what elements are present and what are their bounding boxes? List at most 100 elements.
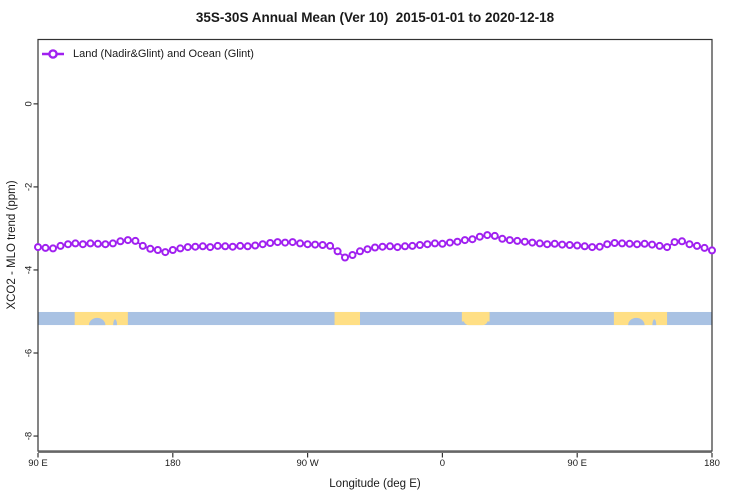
y-tick-label: -8 (23, 432, 34, 440)
chart-title: 35S-30S Annual Mean (Ver 10) 2015-01-01 … (195, 10, 555, 25)
data-point (258, 240, 267, 249)
data-point (543, 240, 552, 249)
data-point (520, 237, 529, 246)
data-point (93, 239, 102, 248)
data-point (655, 241, 664, 250)
data-point (49, 244, 57, 253)
data-point (423, 240, 432, 249)
legend-marker-icon (42, 49, 64, 59)
data-point (505, 236, 514, 245)
ocean-notch-spencer-gulf (113, 319, 118, 326)
data-point (670, 238, 679, 247)
data-point (243, 242, 252, 251)
data-point (176, 244, 185, 253)
data-point (348, 251, 357, 259)
data-point (146, 244, 155, 253)
data-point (408, 241, 417, 250)
data-point (693, 241, 701, 250)
y-axis: 0 -2 -4 -6 -8 (23, 101, 38, 440)
data-point (236, 241, 245, 250)
data-point (445, 238, 454, 247)
legend-label: Land (Nadir&Glint) and Ocean (Glint) (73, 48, 254, 60)
x-tick-label: 90 E (567, 458, 587, 469)
data-point (535, 239, 544, 248)
data-point (311, 240, 320, 249)
data-point (273, 238, 282, 247)
data-point (213, 241, 222, 250)
x-tick-label: 90 E (28, 458, 48, 469)
data-point (685, 240, 694, 249)
ocean-notch-great-australian-bight (88, 317, 106, 326)
data-point (251, 241, 260, 250)
data-point (386, 242, 394, 251)
land-ocean-band (38, 311, 712, 326)
x-tick-label: 180 (165, 458, 181, 469)
data-point (198, 242, 207, 251)
data-point (401, 242, 409, 251)
data-point (393, 243, 402, 252)
x-tick-label: 0 (440, 458, 445, 469)
data-point (221, 242, 230, 251)
data-point (528, 238, 537, 247)
data-point (558, 240, 567, 249)
data-point (318, 241, 327, 249)
data-point (363, 245, 372, 254)
series-markers (34, 231, 716, 262)
data-point (648, 240, 657, 249)
data-point (595, 242, 604, 251)
x-axis-label: Longitude (deg E) (329, 478, 421, 490)
data-point (138, 241, 147, 250)
data-point (341, 253, 349, 262)
legend: Land (Nadir&Glint) and Ocean (Glint) (42, 47, 254, 61)
data-point (116, 237, 125, 246)
x-tick-label: 90 W (297, 458, 319, 469)
data-point (475, 232, 484, 241)
data-point (625, 239, 634, 248)
data-point (266, 239, 275, 247)
data-point (700, 243, 709, 252)
data-point (288, 238, 297, 247)
ocean-notch-spencer-gulf-repeat (652, 319, 657, 326)
data-point (513, 236, 522, 245)
data-point (618, 239, 627, 248)
data-point (56, 241, 65, 250)
data-point (565, 241, 574, 249)
data-point (460, 236, 469, 245)
data-point (64, 240, 72, 249)
data-point (498, 234, 507, 243)
data-point (71, 239, 80, 248)
data-point (371, 243, 379, 252)
x-axis: 90 E 180 90 W 0 90 E 180 (28, 453, 720, 469)
data-point (228, 242, 237, 251)
data-point (438, 239, 447, 248)
data-point (333, 247, 342, 256)
data-point (183, 243, 192, 252)
data-point (131, 236, 140, 245)
data-point (108, 239, 117, 248)
data-point (153, 246, 162, 254)
data-point (610, 239, 619, 247)
data-point (453, 237, 462, 246)
data-point (378, 242, 387, 251)
data-point (123, 236, 132, 245)
data-point (34, 243, 42, 252)
data-point (326, 241, 335, 250)
data-point (483, 231, 492, 240)
data-point (303, 240, 312, 249)
data-point (415, 241, 424, 249)
y-tick-label: 0 (23, 101, 34, 106)
data-point (580, 242, 589, 251)
data-point (86, 239, 95, 248)
data-point (633, 240, 642, 249)
data-point (678, 237, 686, 246)
data-point (356, 247, 364, 256)
data-point (430, 239, 439, 248)
data-point (490, 231, 499, 240)
data-point (663, 243, 672, 252)
data-point (206, 243, 215, 252)
data-point (296, 239, 305, 248)
data-point (640, 239, 649, 248)
data-point (78, 240, 87, 249)
data-point (41, 243, 50, 252)
